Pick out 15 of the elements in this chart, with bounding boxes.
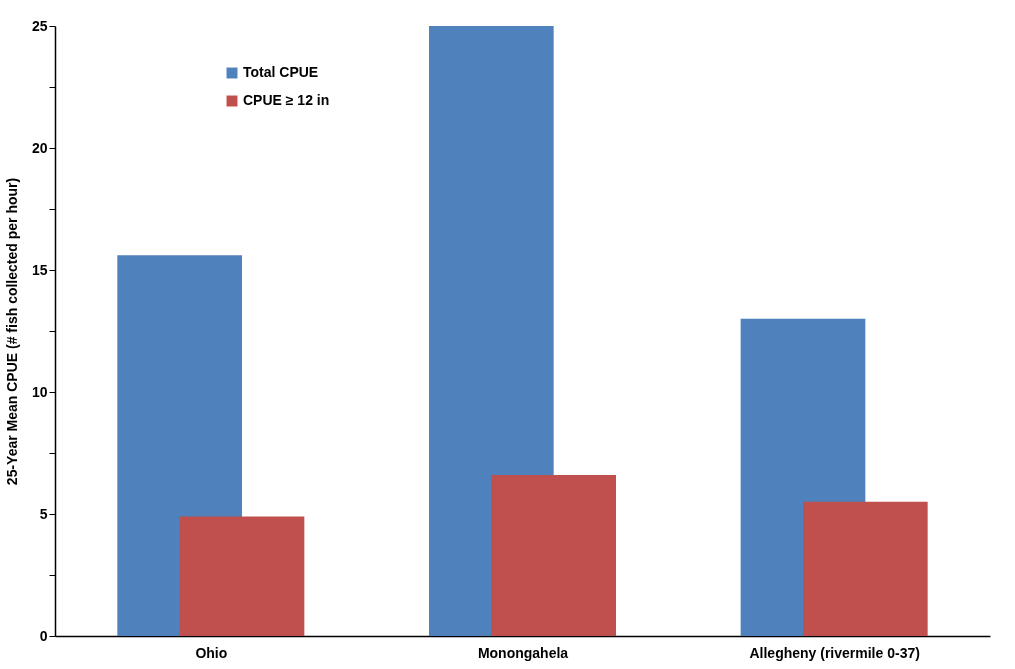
y-tick-label: 5: [39, 505, 48, 522]
y-tick-label: 0: [39, 627, 48, 644]
y-tick-label: 25: [31, 17, 48, 34]
bar: [179, 516, 305, 636]
x-tick-label: Monongahela: [477, 644, 569, 661]
y-tick-label: 15: [31, 261, 48, 278]
y-axis-title: 25-Year Mean CPUE (# fish collected per hour): [3, 177, 20, 486]
y-tick-label: 20: [31, 139, 48, 156]
bar: [803, 501, 928, 636]
bar: [491, 474, 616, 636]
legend-label: Total CPUE: [243, 64, 319, 80]
x-tick-label: Ohio: [195, 644, 228, 661]
y-tick-label: 10: [31, 383, 48, 400]
x-tick-label: Allegheny (rivermile 0-37): [749, 644, 920, 661]
legend-label: CPUE ≥ 12 in: [243, 92, 330, 108]
